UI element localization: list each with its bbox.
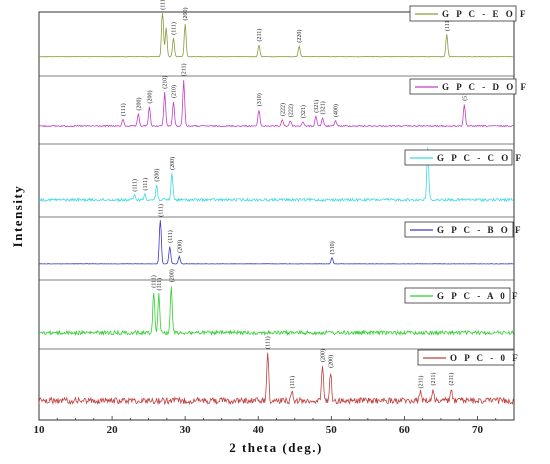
- series-line-gpc-dof: [38, 80, 514, 128]
- peak-label: (111): [265, 336, 272, 349]
- x-tick-label: 60: [399, 424, 411, 436]
- peak-label: (200): [320, 349, 327, 362]
- legend-box: [409, 78, 517, 95]
- x-axis-label: 2 theta (deg.): [229, 440, 323, 455]
- peak-label: (200): [168, 269, 175, 282]
- peak-label: (111): [151, 275, 158, 288]
- peak-label: (310): [329, 241, 336, 254]
- x-tick-label: 50: [326, 424, 338, 436]
- legend-label: O P C - 0 F: [450, 353, 520, 363]
- legend-label: G P C - C O F: [437, 153, 524, 163]
- legend-box: [404, 221, 514, 238]
- peak-label: (400): [333, 104, 340, 117]
- legend-gpc-eof: G P C - E O F: [409, 5, 528, 22]
- peak-label: (111): [170, 22, 177, 35]
- x-tick-label: 70: [472, 424, 484, 436]
- legend-box: [409, 5, 517, 22]
- peak-label: (210): [170, 85, 177, 98]
- peak-label: (211): [430, 373, 437, 386]
- legend-label: G P C - B O F: [437, 225, 523, 235]
- legend-box: [404, 149, 513, 166]
- legend-opc-0f: O P C - 0 F: [417, 349, 520, 366]
- series-line-gpc-bof: [38, 220, 514, 265]
- peak-label: (200): [176, 240, 183, 253]
- legend-label: G P C - D O F: [442, 82, 529, 92]
- peak-label: (211): [256, 29, 263, 42]
- peak-label: (111): [157, 204, 164, 217]
- peak-label: (111): [160, 0, 167, 10]
- series-line-opc-0f: [38, 352, 514, 406]
- x-tick-label: 30: [180, 424, 192, 436]
- peak-label: (111): [156, 278, 163, 291]
- x-axis-ticks: 10 20 30 40 50 60 70: [34, 416, 515, 436]
- series-line-gpc-cof: [38, 147, 514, 203]
- peak-label: (200): [154, 169, 161, 182]
- peak-label: (220): [296, 30, 303, 43]
- peak-label: (321): [300, 105, 307, 118]
- peak-label: (111): [120, 103, 127, 116]
- x-tick-label: 40: [253, 424, 265, 436]
- peak-label: (210): [162, 76, 169, 89]
- legend-label: G P C - A 0 F: [437, 291, 520, 301]
- peak-label: (200): [169, 157, 176, 170]
- series-line-gpc-a0f: [38, 286, 514, 337]
- x-tick-label: 20: [107, 424, 119, 436]
- panel-dividers: [39, 75, 514, 350]
- peak-label: (200): [135, 98, 142, 111]
- peak-label: (111): [132, 179, 139, 192]
- peak-label: (222): [279, 103, 286, 116]
- peak-label: (222): [287, 104, 294, 117]
- series-line-gpc-eof: [38, 13, 514, 58]
- legend-box: [417, 349, 515, 366]
- traces: [38, 13, 514, 406]
- peak-label: (111): [444, 18, 451, 31]
- peak-label: (211): [181, 63, 188, 76]
- legend-box: [404, 287, 511, 304]
- peak-label: (200): [146, 90, 153, 103]
- peak-label: (211): [448, 373, 455, 386]
- legend-gpc-a0f: G P C - A 0 F: [404, 287, 520, 304]
- peak-label: (111): [167, 230, 174, 243]
- legend-gpc-cof: G P C - C O F: [404, 149, 524, 166]
- x-tick-label: 10: [34, 424, 46, 436]
- peak-label: (111): [142, 178, 149, 191]
- peak-label: (310): [256, 93, 263, 106]
- peak-label: (321): [320, 101, 327, 114]
- legend-label: G P C - E O F: [442, 9, 528, 19]
- y-axis-label: Intensity: [10, 185, 25, 248]
- peak-label: (200): [182, 7, 189, 20]
- peak-label: (111): [289, 376, 296, 389]
- legends: G P C - E O F G P C - D O F G P C - C O F G…: [404, 5, 529, 366]
- peak-label: (200): [328, 355, 335, 368]
- peak-labels: (111)(111)(200)(211) (220)(111)(111) (200)…: [120, 0, 468, 388]
- peak-label: (211): [417, 376, 424, 389]
- peak-label: (321): [313, 100, 320, 113]
- legend-gpc-dof: G P C - D O F: [409, 78, 529, 95]
- legend-gpc-bof: G P C - B O F: [404, 221, 523, 238]
